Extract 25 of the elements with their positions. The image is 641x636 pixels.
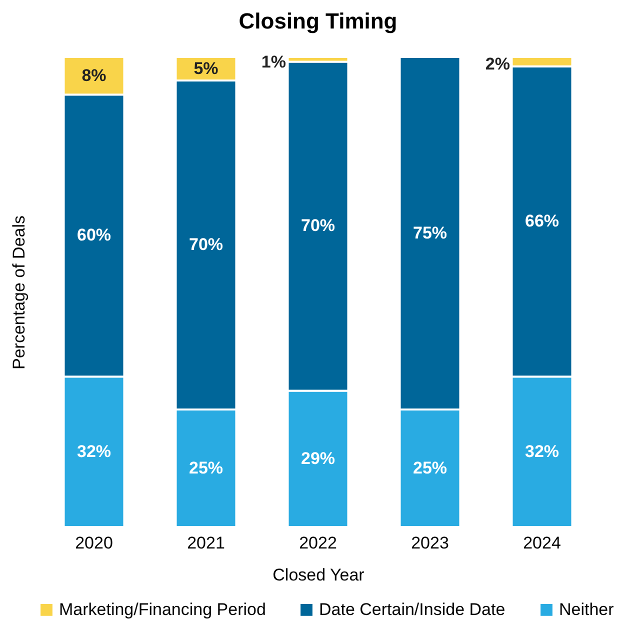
data-label: 32%: [76, 442, 112, 461]
data-label: 8%: [82, 66, 106, 85]
x-tick-label: 2022: [299, 534, 337, 552]
data-label: 1%: [261, 52, 286, 72]
data-label: 66%: [524, 212, 560, 230]
legend-label: Neither: [559, 600, 614, 619]
data-label: 25%: [412, 458, 448, 478]
x-tick-label: 2023: [411, 534, 449, 552]
y-axis-title: Percentage of Deals: [10, 215, 28, 370]
data-label: 75%: [412, 223, 448, 242]
data-label: 60%: [76, 226, 112, 245]
chart-title: Closing Timing: [238, 8, 398, 34]
data-label: 70%: [188, 235, 224, 254]
legend-label: Marketing/Financing Period: [59, 600, 266, 619]
legend-label: Date Certain/Inside Date: [319, 600, 506, 619]
data-label: 70%: [300, 216, 336, 236]
x-tick-label: 2020: [75, 534, 113, 552]
data-label: 5%: [194, 58, 218, 78]
x-tick-label: 2024: [523, 534, 561, 552]
data-label: 25%: [188, 458, 224, 478]
data-label: 32%: [524, 442, 560, 461]
x-axis-title: Closed Year: [272, 566, 365, 584]
data-label: 29%: [300, 448, 336, 468]
x-tick-label: 2021: [187, 534, 225, 552]
data-label: 2%: [485, 54, 510, 74]
